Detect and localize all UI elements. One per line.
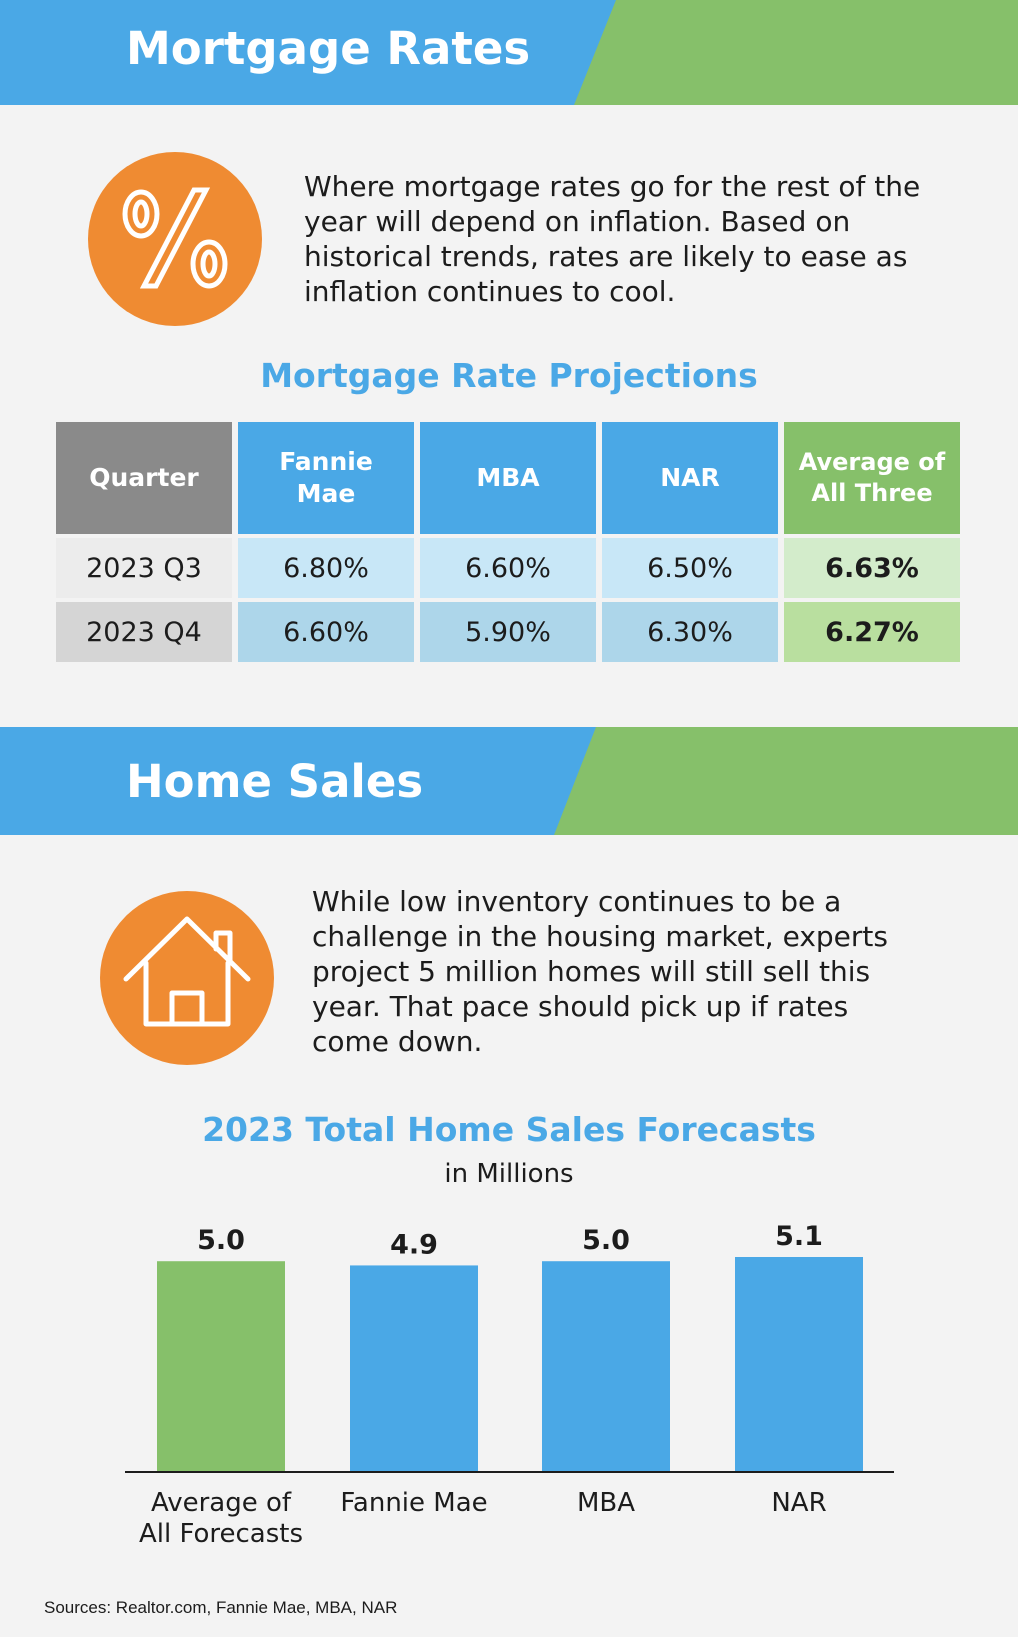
table-cell-fannie-mae: 6.80% bbox=[238, 538, 414, 598]
house-icon bbox=[100, 891, 274, 1065]
category-label: Average of All Forecasts bbox=[138, 1488, 304, 1549]
rates-intro-text: Where mortgage rates go for the rest of … bbox=[304, 170, 921, 308]
table-header-nar: NAR bbox=[602, 422, 778, 534]
sales-intro-text: While low inventory continues to be a ch… bbox=[312, 885, 888, 1058]
chart-subtitle: in Millions bbox=[444, 1159, 574, 1189]
table-header-quarter: Quarter bbox=[56, 422, 232, 534]
table-cell-fannie-mae: 6.60% bbox=[238, 602, 414, 662]
table-cell-quarter: 2023 Q3 bbox=[56, 538, 232, 598]
home-sales-bar-chart: 5.0 4.9 5.0 5.1 bbox=[125, 1221, 894, 1473]
bar-fannie-mae bbox=[350, 1265, 478, 1472]
home-sales-banner: Home Sales bbox=[0, 727, 1018, 835]
home-sales-title: Home Sales bbox=[126, 755, 424, 808]
bar-value-label: 5.1 bbox=[775, 1221, 823, 1252]
category-label: MBA bbox=[576, 1488, 636, 1518]
table-cell-mba: 6.60% bbox=[420, 538, 596, 598]
sources-note: Sources: Realtor.com, Fannie Mae, MBA, N… bbox=[44, 1598, 398, 1617]
table-cell-average: 6.63% bbox=[784, 538, 960, 598]
bar-mba bbox=[542, 1261, 670, 1472]
table-cell-average: 6.27% bbox=[784, 602, 960, 662]
mortgage-rates-banner: Mortgage Rates bbox=[0, 0, 1018, 105]
banner-shapes bbox=[0, 0, 1018, 105]
bar-value-label: 5.0 bbox=[197, 1225, 245, 1256]
bar-average-of-all-forecasts bbox=[157, 1261, 285, 1472]
bar-value-label: 4.9 bbox=[390, 1229, 438, 1260]
table-header-fannie-mae: Fannie Mae bbox=[238, 422, 414, 534]
mortgage-rates-title: Mortgage Rates bbox=[126, 22, 531, 75]
table-cell-mba: 5.90% bbox=[420, 602, 596, 662]
table-cell-quarter: 2023 Q4 bbox=[56, 602, 232, 662]
table-header-mba: MBA bbox=[420, 422, 596, 534]
category-label: NAR bbox=[771, 1488, 827, 1518]
rate-table-title: Mortgage Rate Projections bbox=[260, 356, 758, 395]
table-cell-nar: 6.30% bbox=[602, 602, 778, 662]
table-cell-nar: 6.50% bbox=[602, 538, 778, 598]
bar-value-label: 5.0 bbox=[582, 1225, 630, 1256]
table-header-average: Average of All Three bbox=[784, 422, 960, 534]
bar-nar bbox=[735, 1257, 863, 1472]
banner-shapes bbox=[0, 727, 1018, 835]
percent-icon bbox=[88, 152, 262, 326]
chart-title: 2023 Total Home Sales Forecasts bbox=[202, 1110, 816, 1149]
category-label: Fannie Mae bbox=[340, 1488, 488, 1518]
